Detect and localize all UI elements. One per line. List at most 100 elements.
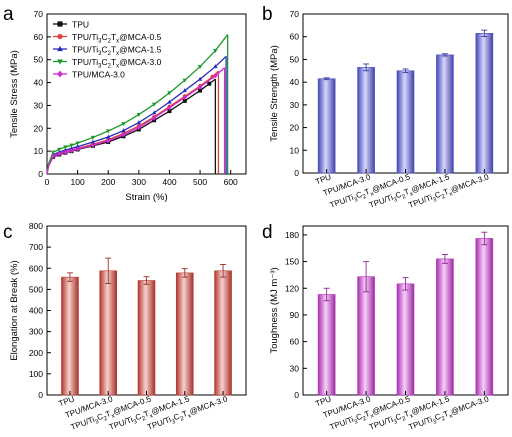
- y-tick-label: 70: [290, 9, 300, 19]
- x-tick-label-part: T: [363, 409, 371, 419]
- x-tick-label-part: C: [434, 412, 443, 423]
- legend-label-part: TPU/Ti: [72, 44, 98, 54]
- data-point: [167, 109, 172, 114]
- y-tick-label: 180: [285, 230, 299, 240]
- data-point: [50, 150, 56, 155]
- legend-label-part: C: [101, 57, 107, 67]
- bar: [396, 283, 415, 396]
- data-point: [57, 59, 63, 65]
- bar: [137, 280, 156, 396]
- y-tick-label: 120: [285, 283, 299, 293]
- x-tick-label-part: x: [149, 413, 154, 420]
- x-tick-label: TPU: [58, 394, 76, 408]
- panel-b: b 0 10 20 30 40 50 60 70 Tensile Strength (MPa) T…: [262, 4, 509, 210]
- x-tick-label-part: @MCA-3.0: [188, 394, 229, 416]
- data-point: [197, 84, 203, 90]
- x-tick-label-part: @MCA-3.0: [450, 394, 491, 416]
- data-point: [197, 76, 203, 81]
- bar: [475, 33, 494, 174]
- y-tick-label: 30: [34, 100, 44, 110]
- x-tick-label-part: 2: [441, 194, 447, 201]
- x-tick-label-part: T: [181, 409, 189, 419]
- x-tick-label-part: 2: [103, 416, 109, 423]
- x-tick-label-part: x: [187, 413, 192, 420]
- y-tick-label: 600: [29, 263, 43, 273]
- x-tick-label-part: 2: [180, 416, 186, 423]
- y-tick-label: 300: [29, 327, 43, 337]
- legend-label-part: @MCA-1.5: [119, 44, 161, 54]
- y-tick-label: 800: [29, 221, 43, 231]
- legend-label-part: @MCA-3.0: [119, 57, 161, 67]
- x-tick-label-part: 2: [441, 416, 447, 423]
- x-tick-label-part: 2: [402, 416, 408, 423]
- data-point: [167, 91, 172, 96]
- x-tick-label-part: 3: [133, 419, 139, 426]
- bar: [317, 294, 336, 396]
- panel-d: d 0 30 60 90 120 150 180 Toughness (MJ m⁻³) TPU T…: [262, 222, 509, 432]
- bar: [99, 270, 118, 396]
- x-tick-label-part: @MCA-3.0: [450, 172, 491, 194]
- data-point: [90, 139, 96, 144]
- legend-label: TPU: [72, 19, 89, 29]
- legend-label-part: x: [116, 63, 119, 69]
- y-tick-label: 50: [34, 55, 44, 65]
- x-tick-label-part: 3: [432, 197, 438, 204]
- data-point: [90, 142, 96, 148]
- series-TPU/MCA-3.0: [46, 67, 226, 175]
- legend-label: TPU/Ti3C2Tx@MCA-0.5: [72, 32, 162, 45]
- data-point: [57, 151, 62, 157]
- plot-frame: [46, 13, 247, 175]
- y-tick-label: 50: [290, 54, 300, 64]
- data-point: [121, 128, 126, 133]
- x-tick-label-part: C: [394, 190, 403, 201]
- data-point: [106, 138, 111, 144]
- y-tick-label: 150: [285, 257, 299, 267]
- x-tick-label-part: x: [449, 413, 454, 420]
- x-tick-label-part: x: [409, 413, 414, 420]
- y-tick-label: 20: [290, 123, 300, 133]
- x-tick-label-part: x: [370, 413, 375, 420]
- data-point: [207, 81, 212, 86]
- y-tick-label: 400: [29, 306, 43, 316]
- bar: [436, 54, 454, 174]
- series-line: [46, 67, 225, 175]
- x-tick-label-part: x: [370, 191, 375, 198]
- x-tick-label: 200: [101, 177, 115, 187]
- bar: [396, 70, 415, 174]
- data-point: [167, 99, 172, 104]
- data-point: [90, 135, 96, 140]
- x-tick-label-part: T: [442, 409, 450, 419]
- legend-label-part: TPU/Ti: [72, 57, 98, 67]
- x-tick-label: TPU: [314, 394, 332, 408]
- data-point: [63, 147, 68, 152]
- y-tick-label: 90: [290, 310, 300, 320]
- data-point: [151, 102, 157, 107]
- x-tick-label-part: C: [355, 190, 364, 201]
- bar: [175, 272, 194, 396]
- x-tick-label-part: x: [409, 191, 414, 198]
- legend-label-part: 3: [98, 51, 102, 57]
- legend-label-part: T: [111, 44, 116, 54]
- x-tick-label-part: 3: [354, 197, 360, 204]
- series-TPU/Ti3C2Tx@MCA-3.0: [46, 34, 229, 175]
- data-point: [106, 129, 111, 134]
- x-tick-label-part: TPU/Ti: [329, 193, 355, 210]
- x-tick-label-part: 3: [171, 419, 177, 426]
- series-TPU/Ti3C2Tx@MCA-0.5: [46, 70, 220, 175]
- data-point: [57, 45, 63, 52]
- y-tick-label: 70: [34, 9, 44, 19]
- data-point: [121, 122, 126, 127]
- x-tick-label: 0: [45, 177, 50, 187]
- y-tick-label: 20: [34, 123, 44, 133]
- panel-c: c 0 100 200 300 400 500 600 700 800 Elongation at…: [3, 221, 247, 432]
- data-point: [57, 70, 63, 78]
- legend-label-part: C: [101, 32, 107, 42]
- y-tick-label: 60: [34, 32, 44, 42]
- x-tick-label-part: 3: [393, 197, 399, 204]
- x-tick-label-part: T: [403, 187, 411, 197]
- legend-label: TPU/Ti3C2Tx@MCA-1.5: [72, 44, 162, 57]
- data-point: [69, 143, 74, 148]
- data-point: [182, 78, 187, 83]
- series-line: [46, 34, 229, 175]
- legend-label-part: TPU/Ti: [72, 32, 98, 42]
